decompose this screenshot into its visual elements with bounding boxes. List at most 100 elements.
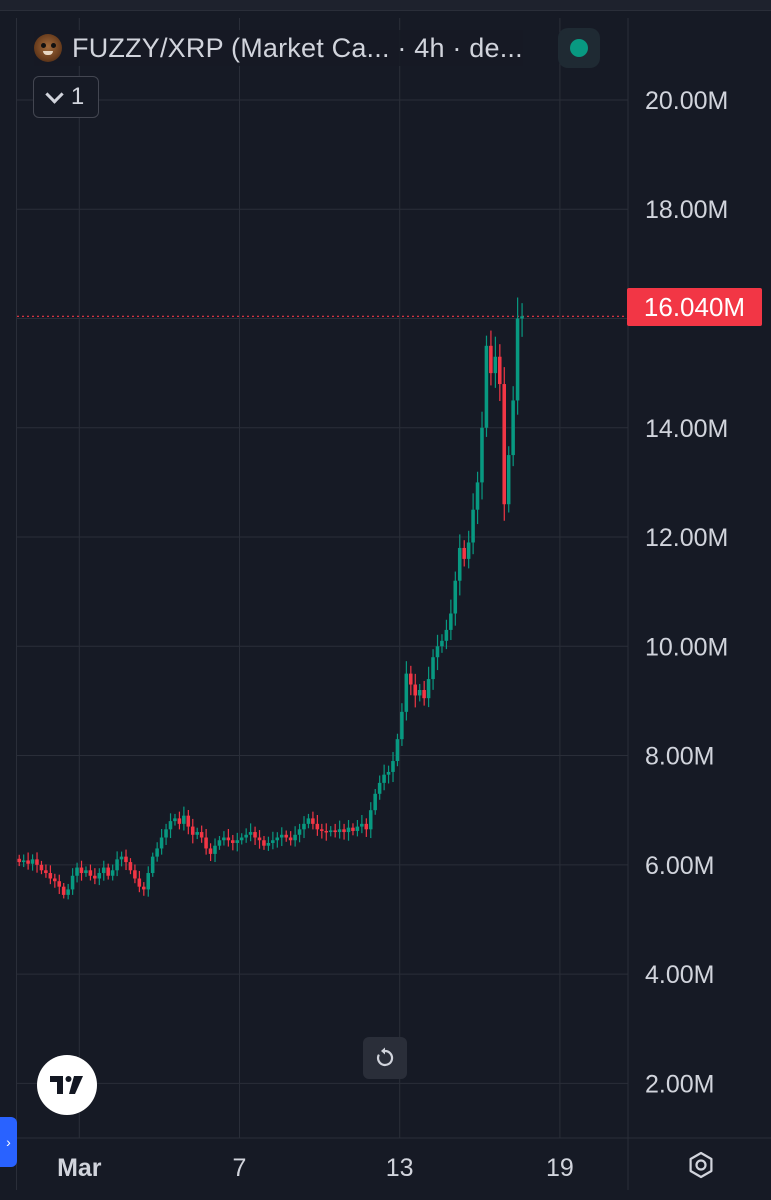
chart-settings-button[interactable] bbox=[684, 1148, 718, 1182]
candle-body bbox=[453, 580, 458, 614]
candle-body bbox=[489, 345, 493, 374]
candle bbox=[364, 818, 369, 837]
candle bbox=[351, 823, 355, 836]
candle-body bbox=[328, 830, 333, 833]
candle bbox=[239, 833, 244, 845]
candle bbox=[208, 843, 213, 862]
candle-body bbox=[75, 867, 79, 876]
candle-body bbox=[115, 859, 119, 871]
candle bbox=[417, 683, 422, 702]
candle bbox=[346, 820, 351, 841]
candle-body bbox=[275, 837, 280, 841]
chart-pane[interactable] bbox=[16, 18, 771, 1190]
candle-body bbox=[449, 613, 453, 630]
candle-body bbox=[502, 384, 506, 505]
tradingview-mark bbox=[50, 1076, 83, 1094]
candle bbox=[337, 820, 342, 839]
candle bbox=[61, 883, 66, 899]
candle bbox=[253, 826, 257, 845]
candle bbox=[368, 802, 373, 839]
candle-body bbox=[466, 542, 471, 559]
candle-body bbox=[168, 821, 173, 830]
candle bbox=[159, 828, 164, 855]
status-dot-icon bbox=[570, 39, 588, 57]
candle bbox=[466, 530, 471, 569]
candle bbox=[302, 816, 306, 839]
y-tick-label: 8.00M bbox=[645, 743, 714, 771]
y-tick-label: 2.00M bbox=[645, 1070, 714, 1098]
candle bbox=[124, 849, 128, 871]
candle bbox=[462, 540, 466, 567]
candle bbox=[297, 823, 302, 843]
candle-body bbox=[266, 842, 271, 846]
candle bbox=[213, 838, 217, 863]
candle-body bbox=[173, 818, 177, 822]
candle bbox=[315, 815, 320, 836]
candle bbox=[515, 297, 520, 415]
candle-body bbox=[351, 827, 355, 831]
candle bbox=[244, 828, 248, 843]
candle bbox=[457, 534, 462, 596]
candle bbox=[173, 813, 177, 826]
candle-body bbox=[248, 832, 253, 835]
candle bbox=[431, 649, 435, 690]
candle-body bbox=[480, 427, 484, 483]
candle-body bbox=[279, 834, 284, 838]
candle-body bbox=[417, 690, 422, 696]
candle bbox=[204, 828, 208, 855]
candle bbox=[53, 873, 57, 888]
candle-body bbox=[57, 881, 61, 887]
candle bbox=[493, 336, 498, 388]
candle bbox=[39, 860, 44, 875]
candle-body bbox=[79, 867, 84, 874]
candle-body bbox=[293, 834, 297, 841]
chevron-down-icon bbox=[45, 84, 64, 104]
x-axis-labels: Mar 7 13 19 bbox=[57, 1154, 574, 1182]
candle bbox=[57, 874, 61, 895]
candle bbox=[377, 775, 382, 800]
tradingview-logo-icon[interactable] bbox=[37, 1055, 97, 1115]
candle-body bbox=[182, 815, 186, 824]
candle bbox=[88, 864, 93, 881]
candle-body bbox=[177, 818, 182, 824]
candle-body bbox=[244, 834, 248, 838]
candle bbox=[186, 810, 191, 835]
candle-body bbox=[137, 878, 142, 887]
candle bbox=[168, 813, 173, 839]
candle-body bbox=[128, 862, 133, 871]
candle bbox=[30, 854, 35, 871]
candle-body bbox=[409, 673, 413, 685]
candle-body bbox=[21, 860, 26, 863]
candle-body bbox=[302, 823, 306, 830]
candle-body bbox=[440, 640, 444, 647]
candle-body bbox=[324, 830, 328, 833]
candle-body bbox=[431, 657, 435, 680]
candle bbox=[453, 571, 458, 626]
candles bbox=[17, 297, 524, 900]
candle bbox=[93, 868, 97, 885]
reset-chart-button[interactable] bbox=[363, 1037, 407, 1079]
candle-body bbox=[444, 629, 449, 641]
candle bbox=[342, 823, 346, 840]
last-price-label: 16.040M bbox=[627, 288, 762, 326]
candle bbox=[222, 831, 226, 846]
candle-body bbox=[320, 829, 324, 831]
side-panel-toggle[interactable]: › bbox=[0, 1117, 17, 1167]
settings-icon bbox=[689, 1151, 713, 1179]
candle-body bbox=[110, 870, 115, 876]
market-status-button[interactable] bbox=[558, 28, 600, 68]
candle-body bbox=[511, 400, 515, 456]
candle-body bbox=[377, 782, 382, 794]
candle bbox=[79, 860, 84, 881]
candle bbox=[119, 851, 124, 867]
candle bbox=[413, 673, 417, 708]
chart-legend[interactable]: FUZZY/XRP (Market Ca... · 4h · de... bbox=[34, 30, 523, 66]
candle bbox=[386, 765, 391, 784]
candle bbox=[426, 666, 431, 708]
indicators-collapse-button[interactable]: 1 bbox=[33, 76, 99, 118]
candle-body bbox=[222, 837, 226, 841]
candle-body bbox=[190, 826, 195, 835]
candle bbox=[231, 834, 235, 851]
symbol-title[interactable]: FUZZY/XRP (Market Ca... · 4h · de... bbox=[72, 32, 523, 63]
